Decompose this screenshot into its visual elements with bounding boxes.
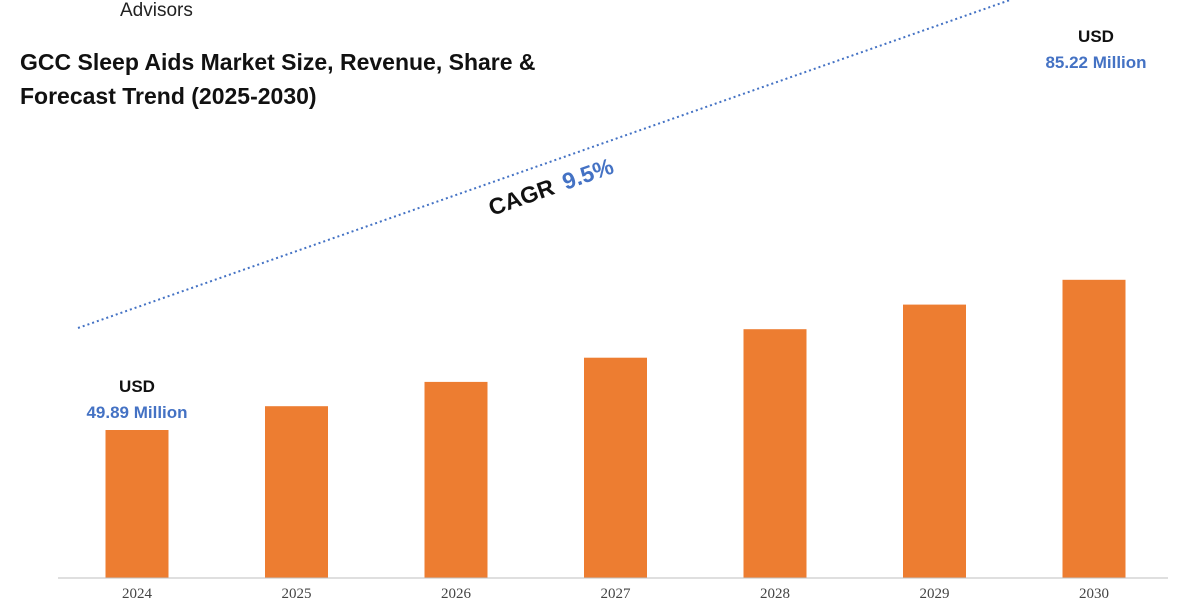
start-currency-label: USD [119,377,155,396]
x-tick-2026: 2026 [441,586,472,600]
bar-2024 [105,430,169,578]
x-tick-2029: 2029 [920,586,950,600]
bar-2030 [1062,279,1126,578]
x-tick-2027: 2027 [601,586,632,600]
x-tick-2025: 2025 [282,586,312,600]
bars-group [105,279,1126,578]
chart-title: GCC Sleep Aids Market Size, Revenue, Sha… [20,49,542,109]
bar-2028 [743,329,807,578]
end-currency-label: USD [1078,27,1114,46]
cagr-label: CAGR 9.5% [485,153,617,221]
bar-2027 [584,357,647,578]
x-tick-2030: 2030 [1079,586,1109,600]
start-value-label: 49.89 Million [86,403,187,422]
chart-title-line-2: Forecast Trend (2025-2030) [20,83,317,109]
end-value-label: 85.22 Million [1045,53,1146,72]
bar-2029 [903,304,966,578]
brand-name: Advisors [120,0,193,21]
chart-title-line-1: GCC Sleep Aids Market Size, Revenue, Sha… [20,49,536,75]
cagr-value: 9.5% [559,153,617,195]
x-tick-2028: 2028 [760,586,790,600]
bar-2025 [265,406,328,578]
x-tick-labels: 2024 2025 2026 2027 2028 2029 2030 [122,586,1109,600]
cagr-prefix: CAGR [485,174,558,221]
bar-2026 [424,381,488,578]
x-tick-2024: 2024 [122,586,153,600]
